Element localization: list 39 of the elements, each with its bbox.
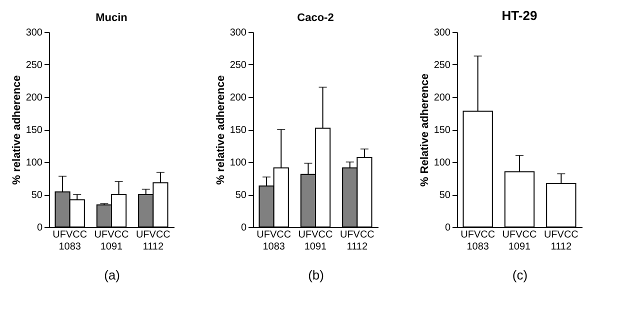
y-axis-title: % relative adherence bbox=[10, 75, 23, 185]
y-tick-label: 200 bbox=[26, 92, 43, 104]
y-tick-label: 0 bbox=[444, 222, 451, 234]
y-axis-title: % Relative adherence bbox=[418, 73, 431, 187]
y-tick-label: 150 bbox=[434, 125, 451, 136]
y-tick-label: 200 bbox=[230, 92, 247, 104]
y-tick-label: 250 bbox=[26, 60, 43, 71]
x-tick-label: UFVCC 1112 bbox=[340, 230, 374, 252]
chart-title: HT-29 bbox=[502, 8, 538, 23]
y-tick-label: 300 bbox=[26, 28, 43, 38]
y-tick-label: 150 bbox=[26, 125, 43, 136]
x-tick-label: UFVCC 1083 bbox=[256, 230, 292, 252]
x-tick-label: UFVCC 1112 bbox=[136, 230, 170, 252]
text: (b) bbox=[308, 268, 324, 282]
y-tick-label: 300 bbox=[230, 28, 247, 38]
y-tick-label: 100 bbox=[434, 158, 451, 168]
y-tick-label: 250 bbox=[230, 60, 247, 71]
y-tick-label: 0 bbox=[240, 222, 247, 234]
y-tick-label: 0 bbox=[36, 222, 43, 234]
y-axis-title: % relative adherence bbox=[214, 75, 227, 185]
y-tick-label: 200 bbox=[434, 92, 451, 104]
chart-title: Caco-2 bbox=[297, 12, 334, 24]
y-tick-label: 50 bbox=[31, 190, 43, 201]
x-tick-label: UFVCC 1091 bbox=[298, 230, 333, 252]
y-tick-label: 150 bbox=[230, 125, 247, 136]
x-tick-label: UFVCC 1083 bbox=[52, 230, 88, 252]
y-tick-label: 100 bbox=[26, 158, 43, 168]
y-tick-label: 50 bbox=[439, 190, 451, 201]
x-tick-label: UFVCC 1091 bbox=[502, 230, 537, 252]
x-tick-label: UFVCC 1091 bbox=[94, 230, 129, 252]
x-tick-label: UFVCC 1083 bbox=[460, 230, 496, 252]
x-tick-label: UFVCC 1112 bbox=[544, 230, 578, 252]
text: (c) bbox=[512, 268, 528, 282]
text: (a) bbox=[104, 268, 120, 282]
y-tick-label: 50 bbox=[235, 190, 247, 201]
y-tick-label: 250 bbox=[434, 60, 451, 71]
chart-title: Mucin bbox=[96, 12, 128, 24]
y-tick-label: 100 bbox=[230, 158, 247, 168]
y-tick-label: 300 bbox=[434, 28, 451, 38]
